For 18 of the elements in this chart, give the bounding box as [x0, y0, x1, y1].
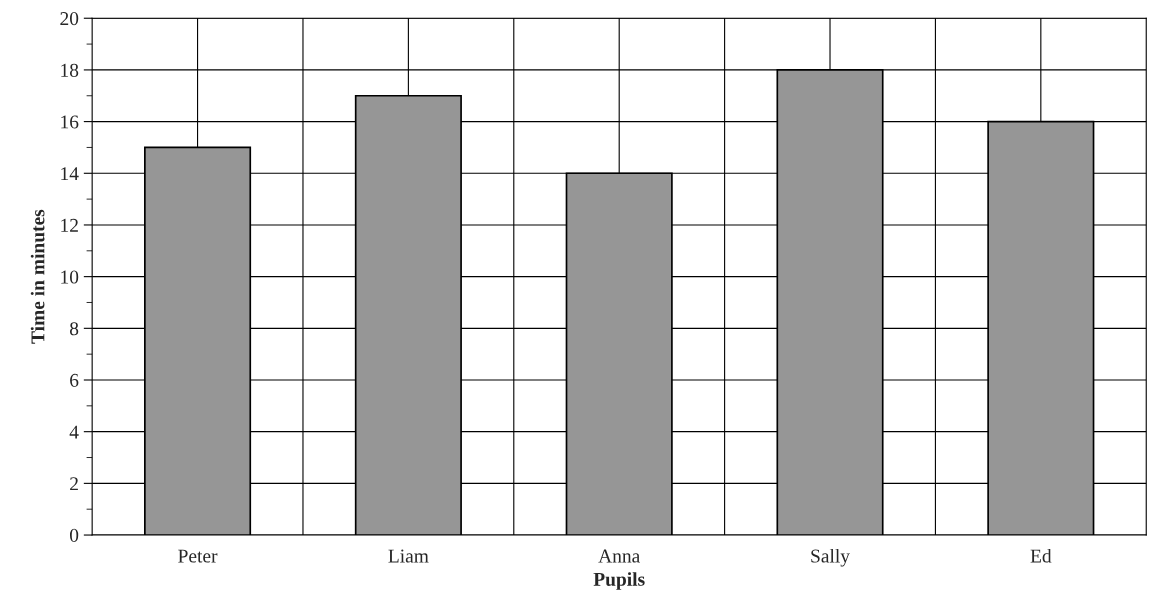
y-tick-label: 8 — [69, 322, 79, 336]
y-tick-label: 12 — [61, 218, 78, 232]
y-tick-label: 10 — [61, 270, 79, 284]
y-tick-label: 16 — [61, 115, 79, 129]
y-axis-title: Time in minutes — [30, 209, 45, 344]
y-tick-label: 4 — [69, 425, 79, 439]
x-tick-label: Anna — [598, 549, 640, 563]
x-tick-label: Peter — [178, 549, 218, 563]
x-axis-title: Pupils — [593, 572, 645, 590]
x-tick-label: Liam — [388, 549, 429, 563]
y-tick-label: 20 — [60, 12, 79, 26]
y-tick-label: 18 — [61, 63, 79, 77]
x-tick-label: Ed — [1030, 548, 1052, 563]
y-tick-label: 14 — [61, 167, 79, 181]
x-tick-label: Sally — [811, 548, 850, 567]
y-tick-label: 0 — [69, 528, 79, 542]
y-tick-label: 6 — [70, 373, 79, 387]
y-tick-label: 2 — [70, 477, 78, 491]
